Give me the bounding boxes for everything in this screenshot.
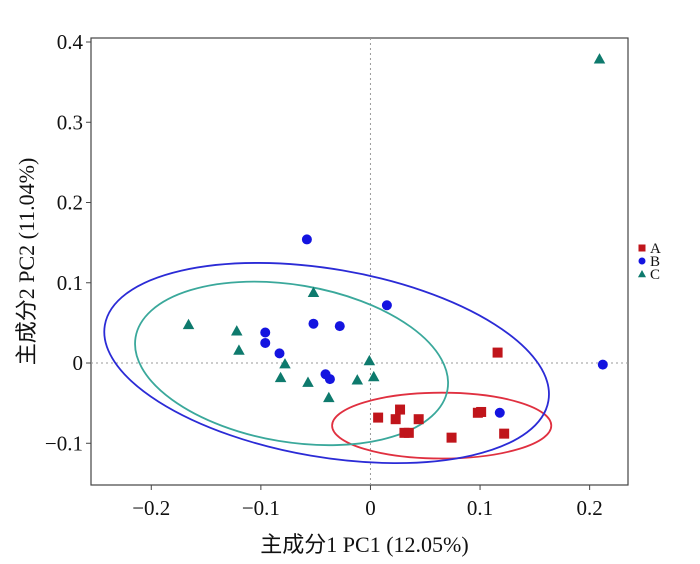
data-point-c [182,318,195,330]
legend-label-b: B [650,254,660,270]
data-point-c [279,358,291,369]
y-tick-label: 0.3 [57,110,83,134]
data-point-b [274,348,285,359]
data-point-b [260,337,271,348]
data-point-a [390,414,401,425]
x-tick-label: −0.1 [242,496,280,520]
plot-area-frame [90,37,629,486]
x-tick-label: 0.1 [467,496,493,520]
data-point-b [308,318,319,329]
x-tick-label: 0.2 [577,496,603,520]
data-point-c [307,286,320,297]
data-points [182,53,608,443]
data-point-c [233,344,245,355]
data-point-c [593,53,606,64]
data-point-b [381,300,392,311]
data-point-c [302,376,314,387]
y-tick-label: 0.2 [57,191,83,215]
confidence-ellipses [103,262,553,465]
data-point-a [476,406,487,417]
y-tick-label: −0.1 [45,431,83,455]
data-point-b [301,234,312,245]
legend-marker-a [638,244,646,252]
data-point-a [413,414,424,425]
legend-label-c: C [650,267,660,283]
data-point-c [363,354,376,366]
legend: ABC [637,241,661,283]
ellipse-a [331,391,553,460]
data-point-b [324,374,335,385]
data-point-b [494,407,505,418]
y-tick-label: 0.4 [57,30,84,54]
y-tick-label: 0.1 [57,271,83,295]
data-point-a [492,347,503,358]
data-point-a [395,404,406,415]
data-point-c [367,370,380,382]
x-tick-label: −0.2 [132,496,170,520]
ellipse-c [134,280,449,447]
data-point-b [260,327,271,338]
y-axis-ticks: −0.1 0 0.1 0.2 0.3 0.4 [45,30,91,455]
y-tick-label: 0 [73,351,84,375]
data-point-a [446,432,457,443]
data-point-c [274,371,287,383]
legend-marker-c [637,269,647,278]
data-point-b [334,321,345,332]
x-axis-ticks: −0.2 −0.1 0 0.1 0.2 [132,485,603,520]
y-axis-title: 主成分2 PC2 (11.04%) [14,158,39,366]
legend-label-a: A [650,241,661,257]
data-point-a [499,428,510,439]
legend-marker-b [638,257,646,265]
x-axis-title: 主成分1 PC1 (12.05%) [260,532,468,557]
data-point-a [403,427,414,438]
data-point-c [231,325,243,336]
data-point-a [373,412,384,423]
data-point-c [323,391,335,403]
data-point-c [351,374,364,385]
ellipse-b [103,262,550,465]
data-point-b [597,359,608,370]
x-tick-label: 0 [365,496,376,520]
